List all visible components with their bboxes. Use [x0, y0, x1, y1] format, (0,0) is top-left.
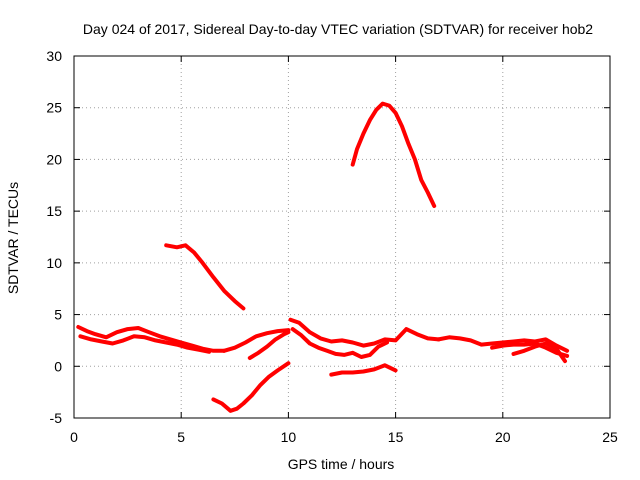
x-tick-label: 0	[70, 429, 78, 445]
y-tick-label: 20	[46, 151, 62, 167]
series-arc-midday-2	[290, 327, 389, 359]
y-tick-label: 15	[46, 203, 62, 219]
grid	[74, 56, 610, 418]
x-tick-label: 15	[388, 429, 404, 445]
series-arc-evening	[511, 341, 567, 364]
series-arc-morning	[76, 325, 227, 353]
series-layer	[76, 101, 570, 413]
series-arc-late-morning-2	[247, 330, 291, 360]
x-axis-label: GPS time / hours	[288, 456, 395, 472]
y-tick-label: 25	[46, 100, 62, 116]
series-arc-afternoon	[436, 335, 570, 353]
series-arc-morning-2	[78, 334, 212, 354]
series-arc-upper-peak	[350, 101, 437, 208]
series-arc-negative-dip	[211, 361, 291, 413]
series-arc-descending	[164, 243, 246, 311]
plot-frame	[73, 55, 611, 419]
x-tick-label: 25	[602, 429, 618, 445]
x-tick-label: 10	[281, 429, 297, 445]
series-arc-low-midday	[329, 363, 398, 377]
series-arc-midday	[288, 317, 441, 348]
x-tick-label: 20	[495, 429, 511, 445]
chart-title: Day 024 of 2017, Sidereal Day-to-day VTE…	[83, 21, 593, 37]
y-tick-label: 5	[54, 307, 62, 323]
series-arc-afternoon-2	[490, 341, 570, 358]
y-axis-label: SDTVAR / TECUs	[5, 182, 21, 294]
series-arc-late-morning	[222, 328, 291, 353]
x-tick-label: 5	[177, 429, 185, 445]
y-tick-label: 10	[46, 255, 62, 271]
y-tick-label: 0	[54, 358, 62, 374]
axis-ticks: 0 5 10 15 20 25 -5 0 5 10 15 20 25 30	[46, 48, 618, 445]
y-tick-label: -5	[50, 410, 63, 426]
y-tick-label: 30	[46, 48, 62, 64]
